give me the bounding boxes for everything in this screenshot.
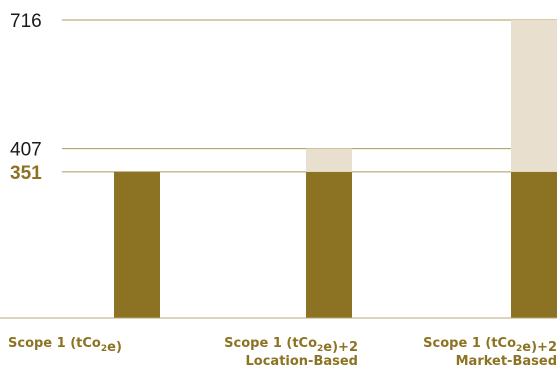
y-tick-label: 407: [10, 140, 42, 161]
bar-base: [114, 171, 160, 318]
x-tick-label: Location-Based: [246, 354, 359, 369]
bar-overlay: [306, 148, 352, 172]
x-tick-label: Scope 1 (tCo2e)+2: [224, 336, 358, 355]
x-tick-label: Market-Based: [456, 354, 557, 369]
bar-overlay: [511, 20, 557, 172]
x-tick-label: Scope 1 (tCo2e)+2: [423, 336, 557, 355]
y-tick-label: 716: [10, 11, 42, 32]
y-tick-label: 351: [10, 163, 42, 184]
bar-base: [511, 171, 557, 318]
bar-base: [306, 171, 352, 318]
x-tick-label: Scope 1 (tCo2e): [8, 336, 122, 355]
